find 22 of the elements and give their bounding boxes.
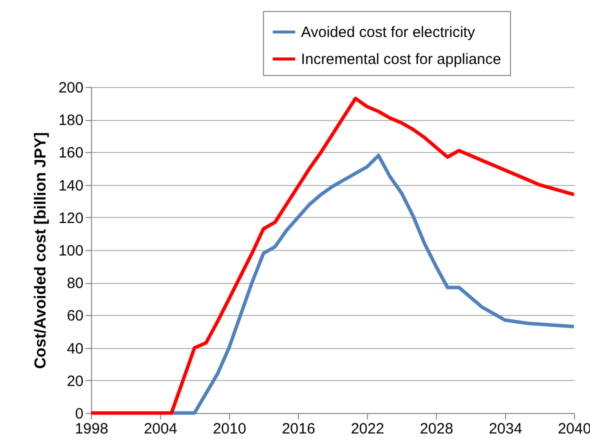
x-tick-label: 1998	[74, 420, 108, 438]
y-tick-label: 100	[58, 242, 84, 260]
y-tick-label: 80	[66, 275, 84, 292]
x-tick-label: 2022	[350, 420, 384, 438]
y-tick-label: 40	[66, 340, 84, 358]
y-tick-label: 180	[58, 112, 84, 130]
y-tick-label: 160	[58, 144, 84, 162]
legend-label: Avoided cost for electricity	[301, 24, 476, 41]
y-tick-label: 200	[58, 80, 84, 96]
x-tick-label: 2016	[282, 420, 316, 438]
y-tick-label: 140	[58, 177, 84, 194]
legend-label: Incremental cost for appliance	[301, 51, 502, 68]
y-tick-label: 20	[66, 372, 84, 390]
x-tick-label: 2028	[420, 420, 454, 438]
line-series	[170, 154, 576, 415]
y-axis-title: Cost/Avoided cost [billion JPY]	[32, 132, 50, 369]
y-tick-label: 0	[75, 406, 84, 422]
x-tick-label: 2034	[488, 420, 522, 438]
y-tick-label: 120	[58, 210, 84, 227]
y-tick-label: 60	[66, 308, 84, 325]
x-tick-label: 2004	[144, 420, 178, 438]
x-tick-label: 2010	[212, 420, 246, 438]
